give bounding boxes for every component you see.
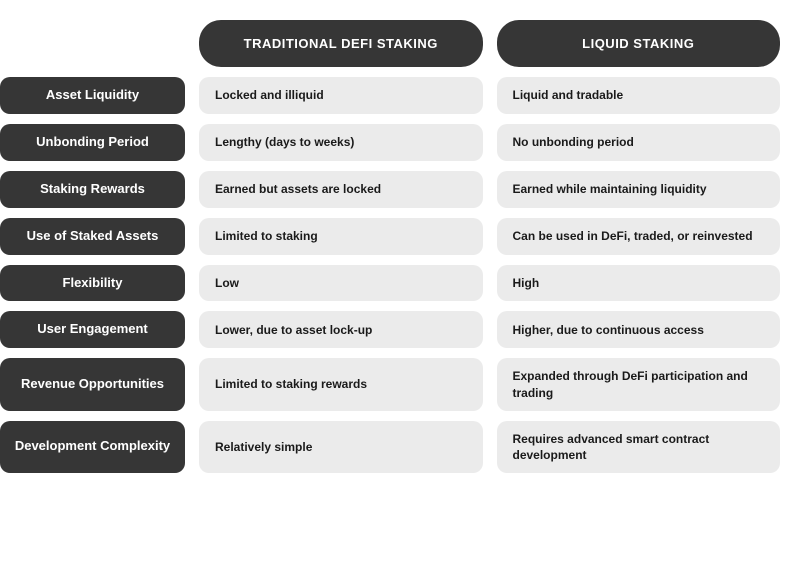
table-cell: High (497, 265, 781, 302)
column-header-traditional: TRADITIONAL DEFI STAKING (199, 20, 483, 67)
row-header: Use of Staked Assets (0, 218, 185, 255)
column-header-liquid: LIQUID STAKING (497, 20, 781, 67)
table-cell: Earned while maintaining liquidity (497, 171, 781, 208)
row-header: Asset Liquidity (0, 77, 185, 114)
table-cell: Limited to staking rewards (199, 358, 483, 410)
row-header: Revenue Opportunities (0, 358, 185, 410)
table-cell: Lengthy (days to weeks) (199, 124, 483, 161)
table-cell: Liquid and tradable (497, 77, 781, 114)
table-cell: Locked and illiquid (199, 77, 483, 114)
row-header: Staking Rewards (0, 171, 185, 208)
table-cell: Limited to staking (199, 218, 483, 255)
table-cell: No unbonding period (497, 124, 781, 161)
table-cell: Lower, due to asset lock-up (199, 311, 483, 348)
table-cell: Low (199, 265, 483, 302)
table-cell: Can be used in DeFi, traded, or reinvest… (497, 218, 781, 255)
header-spacer (0, 20, 185, 67)
table-cell: Higher, due to continuous access (497, 311, 781, 348)
comparison-table: TRADITIONAL DEFI STAKING LIQUID STAKING … (0, 20, 780, 473)
row-header: User Engagement (0, 311, 185, 348)
table-cell: Expanded through DeFi participation and … (497, 358, 781, 410)
table-cell: Requires advanced smart contract develop… (497, 421, 781, 473)
table-cell: Relatively simple (199, 421, 483, 473)
row-header: Development Complexity (0, 421, 185, 473)
row-header: Unbonding Period (0, 124, 185, 161)
table-cell: Earned but assets are locked (199, 171, 483, 208)
row-header: Flexibility (0, 265, 185, 302)
